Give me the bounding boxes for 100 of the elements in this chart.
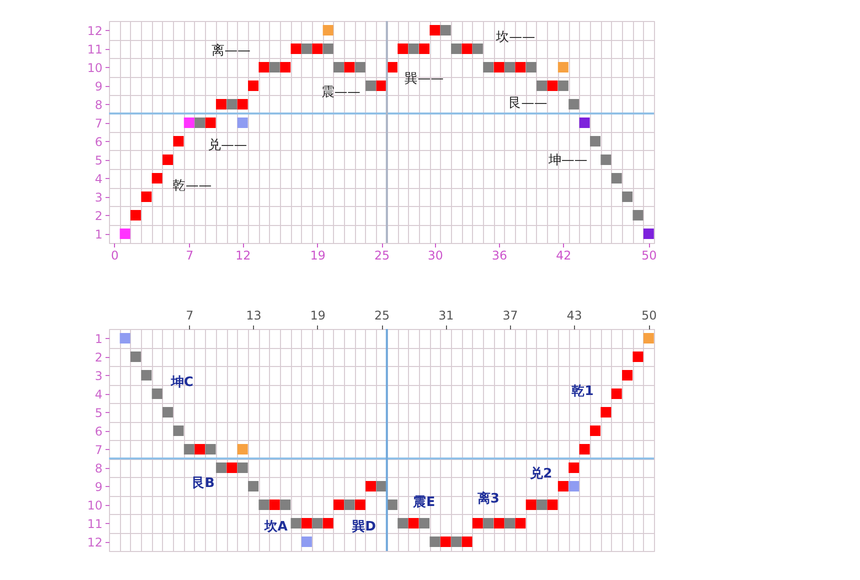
annotation: 坎—— [495,30,536,45]
point [536,80,548,91]
y-tick-label: 7 [94,116,102,130]
point [237,99,248,110]
point [334,500,344,510]
y-tick-label: 1 [94,332,102,346]
point [568,481,580,492]
y-tick-label: 6 [94,424,102,438]
point [472,518,483,528]
point [408,44,419,54]
annotation: 艮—— [508,96,548,111]
point [376,80,387,91]
point [590,136,600,146]
x-tick-label: 25 [374,308,390,322]
x-tick-label: 12 [235,248,251,262]
point [643,228,654,239]
point [354,500,366,510]
point [568,462,580,473]
point [280,500,291,510]
point [451,44,462,54]
annotation: 震—— [321,84,360,100]
point [440,536,451,547]
point [515,62,526,72]
point [237,118,248,128]
point [430,25,440,36]
x-tick-label: 13 [246,308,262,322]
y-tick-label: 2 [94,208,102,223]
y-tick-label: 12 [87,24,102,38]
point [216,99,226,110]
point [205,444,216,454]
point [366,481,376,492]
y-tick-label: 10 [87,60,102,75]
point [558,80,568,91]
annotation: 离3 [476,490,500,506]
point [408,518,419,528]
point [462,44,472,54]
point [526,62,536,72]
point [248,481,259,492]
point [141,192,152,202]
point [184,118,194,128]
x-tick-label: 43 [566,308,582,322]
x-tick-label: 19 [310,308,326,322]
y-tick-label: 8 [94,461,102,476]
point [130,210,141,220]
point [398,518,408,528]
point [162,154,174,165]
point [216,462,226,473]
point [120,333,130,344]
point [440,25,451,36]
point [366,80,376,91]
point [152,388,162,399]
point [579,118,590,128]
annotation: 震E [412,494,436,510]
point [632,352,644,362]
point [141,370,152,380]
point [194,444,206,454]
point [622,192,633,202]
point [269,500,280,510]
point [451,536,462,547]
point [568,99,580,110]
point [504,518,515,528]
point [386,500,398,510]
annotation: 兑2 [529,465,552,482]
point [269,62,280,72]
point [643,333,654,344]
y-tick-label: 2 [94,350,102,364]
annotation: 乾—— [172,178,212,194]
point [611,173,622,184]
point [504,62,515,72]
point [398,44,408,54]
x-tick-label: 7 [186,308,194,322]
point [344,62,355,72]
point [184,444,194,454]
point [237,444,248,454]
point [526,500,536,510]
y-tick-label: 8 [94,98,102,112]
x-tick-label: 31 [438,308,454,322]
point [290,518,302,528]
point [301,518,312,528]
point [130,352,141,362]
point [344,500,355,510]
annotation: 离—— [211,42,250,58]
point [226,99,238,110]
point [280,62,291,72]
annotation: 坤C [170,374,194,390]
point [494,62,504,72]
y-tick-label: 3 [94,190,102,204]
point [515,518,526,528]
y-tick-label: 3 [94,368,102,383]
point [600,154,612,165]
point [376,481,387,492]
point [248,80,259,91]
point [462,536,472,547]
point [290,44,302,54]
y-tick-label: 12 [87,535,102,550]
y-tick-label: 4 [94,172,102,186]
x-tick-label: 0 [111,248,119,262]
point [322,25,334,36]
point [600,407,612,418]
y-tick-label: 7 [94,442,102,457]
